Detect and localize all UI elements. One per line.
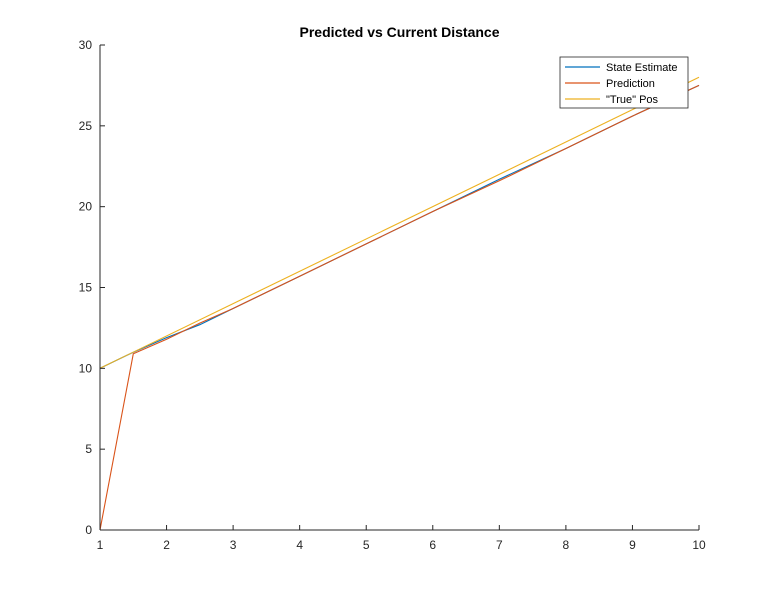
y-tick-label: 10 [79,361,93,375]
series-line-2 [99,84,700,531]
y-tick-label: 0 [85,523,92,537]
x-tick-label: 3 [230,538,237,552]
x-tick-label: 7 [496,538,503,552]
x-tick-label: 8 [563,538,570,552]
x-tick-label: 10 [692,538,706,552]
axes-layer: 1 2 3 4 5 6 7 8 9 10 0 5 10 15 20 25 30 [79,38,706,552]
x-tick-label: 4 [296,538,303,552]
chart-title: Predicted vs Current Distance [300,24,500,40]
x-tick-label: 1 [97,538,104,552]
legend-label: "True" Pos [606,94,659,106]
legend: State Estimate Prediction "True" Pos [559,56,689,109]
series-line-3 [99,76,700,369]
y-tick-label: 15 [79,281,93,295]
y-tick-label: 30 [79,38,93,52]
series-layer [99,76,700,531]
y-tick-label: 20 [79,200,93,214]
y-tick-label: 25 [79,119,93,133]
x-tick-label: 9 [629,538,636,552]
x-tick-label: 2 [163,538,170,552]
legend-label: Prediction [606,78,655,90]
x-tick-label: 6 [429,538,436,552]
legend-label: State Estimate [606,62,678,74]
x-tick-label: 5 [363,538,370,552]
y-tick-label: 5 [85,442,92,456]
